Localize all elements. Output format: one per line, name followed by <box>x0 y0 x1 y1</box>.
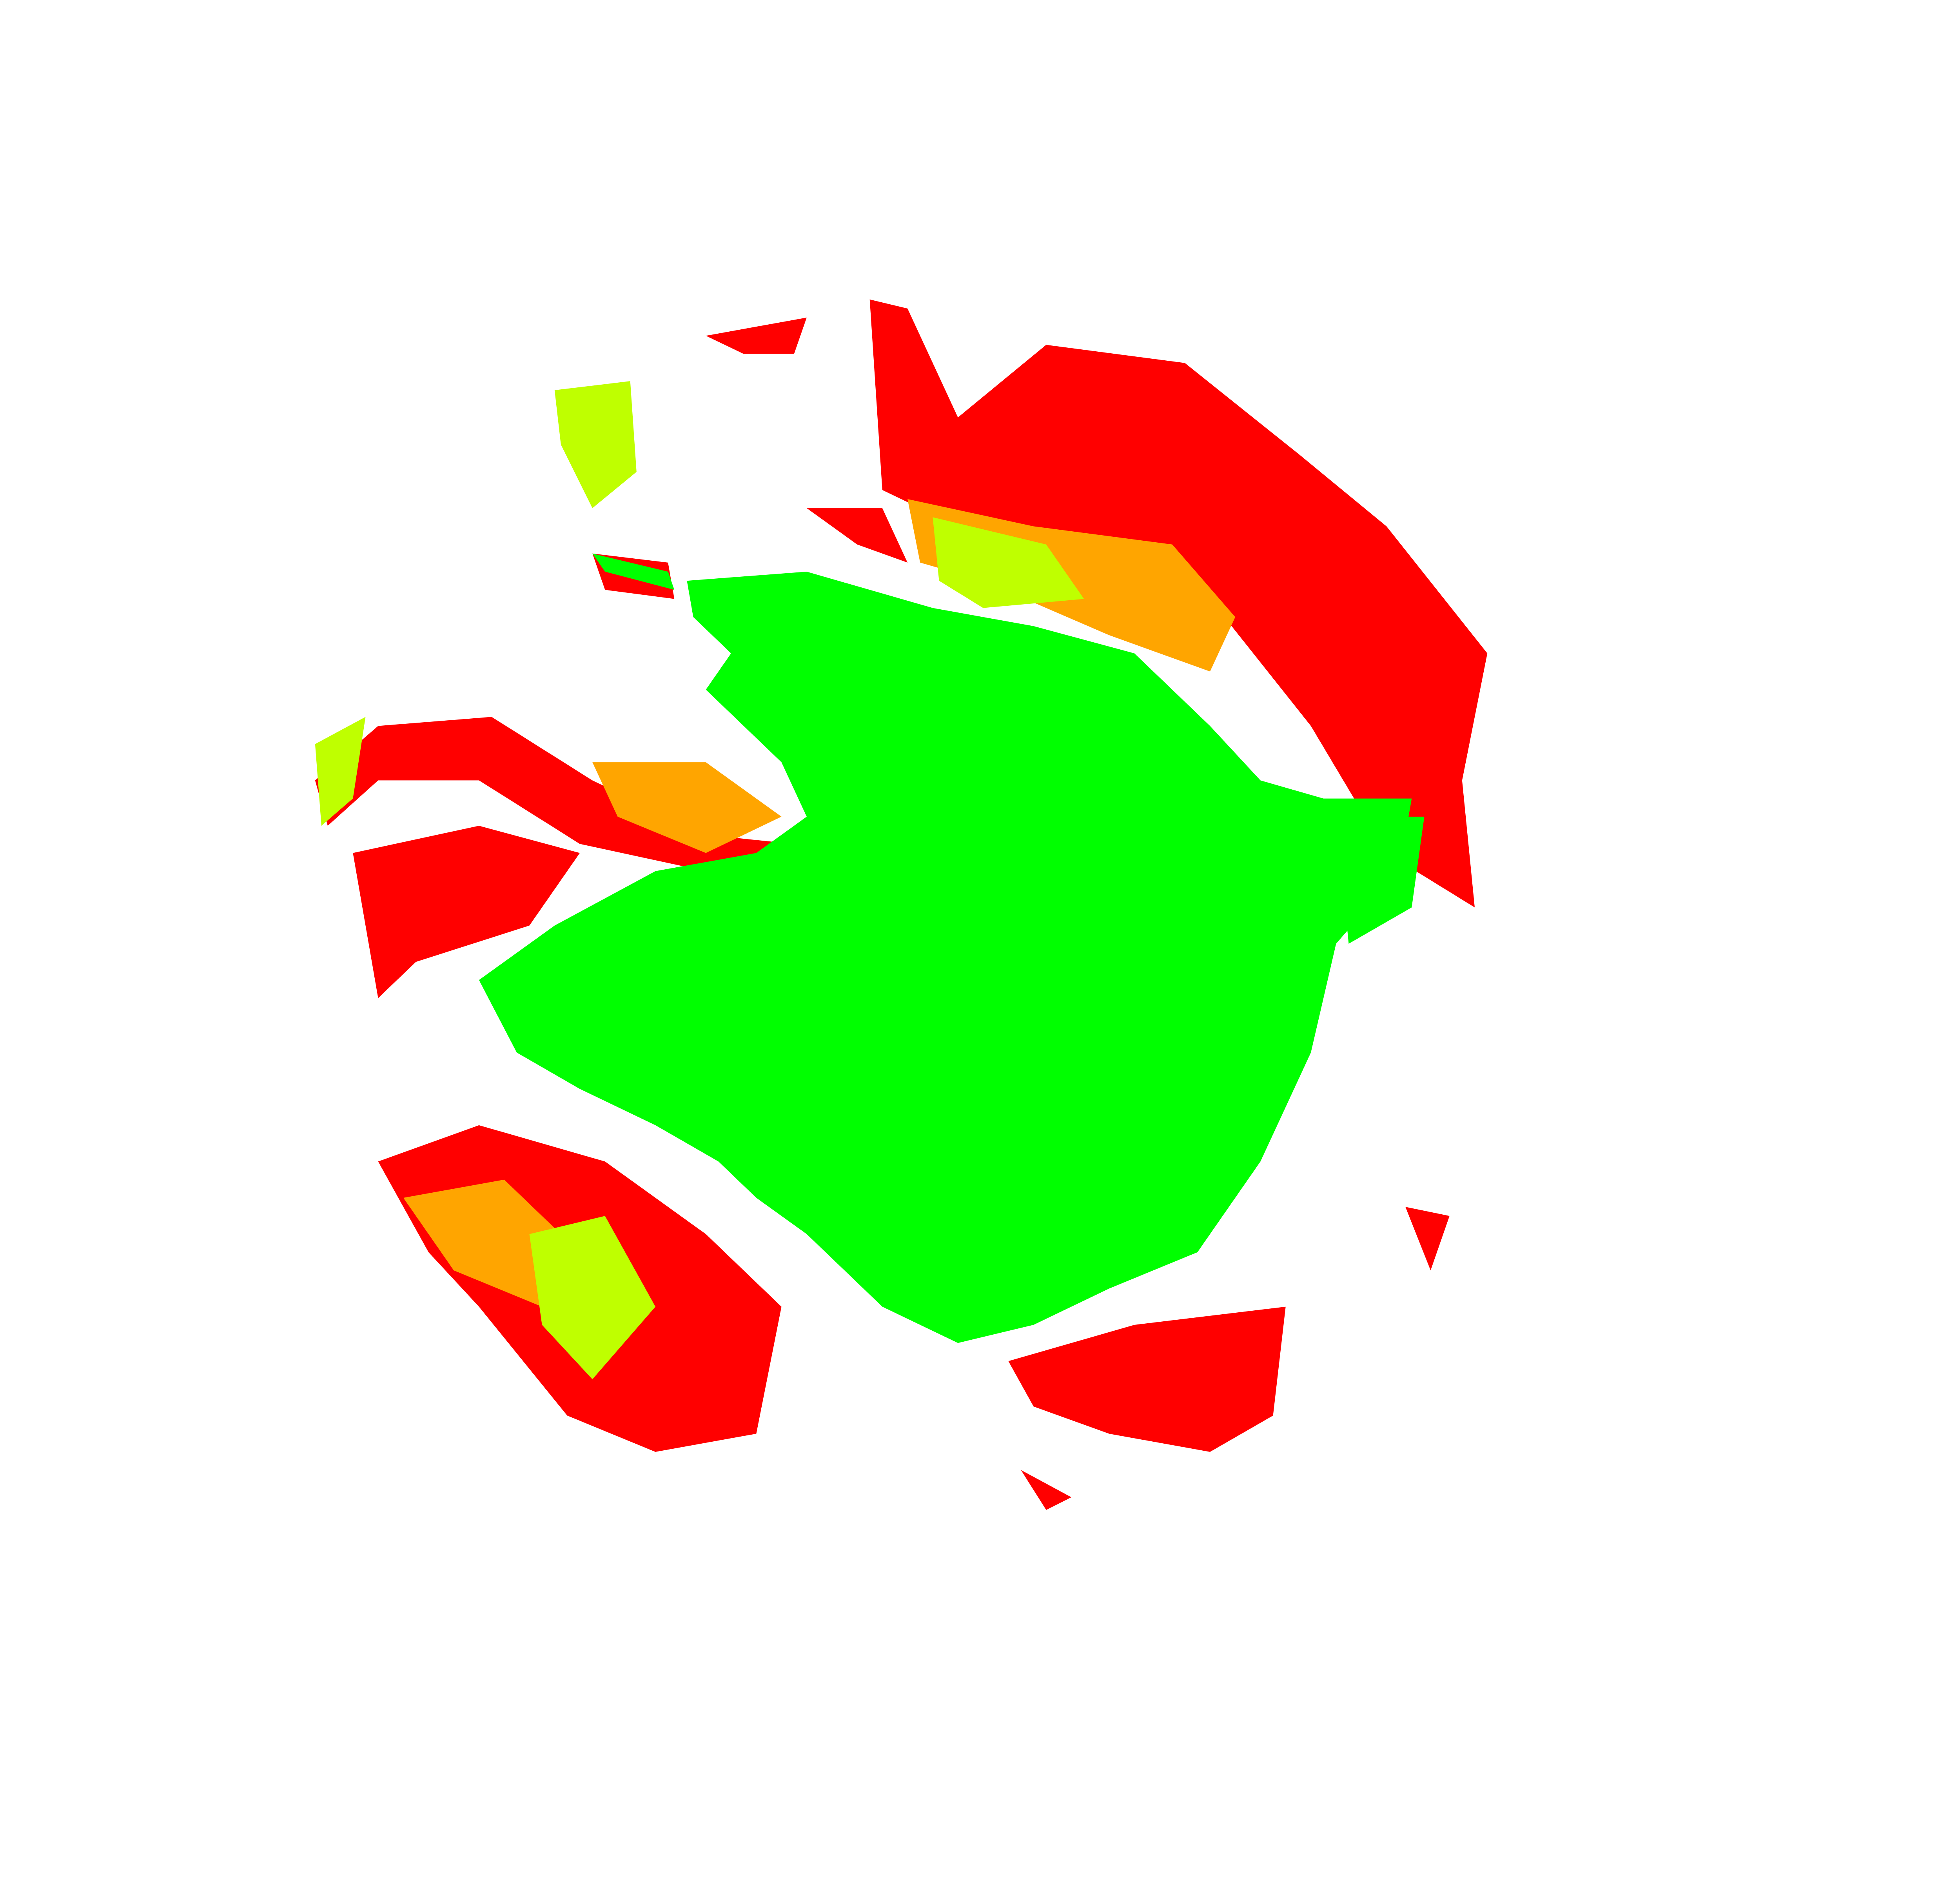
terrain-patch <box>554 381 637 509</box>
terrain-patch <box>592 553 675 590</box>
terrain-patch <box>592 762 782 853</box>
terrain-patch <box>315 717 366 826</box>
terrain-patch <box>806 508 908 563</box>
terrain-patch <box>933 517 1084 608</box>
terrain-patch <box>353 826 580 998</box>
terrain-patch <box>1405 1207 1450 1271</box>
terrain-patch <box>529 1216 656 1379</box>
terrain-patch <box>706 318 807 354</box>
terrain-patch <box>1021 1470 1072 1510</box>
terrain-patch <box>869 299 1488 908</box>
terrain-patch <box>479 572 1412 1343</box>
map-layer-green <box>479 553 1425 1343</box>
terrain-patch <box>1336 816 1425 944</box>
terrain-patch <box>1008 1306 1286 1452</box>
